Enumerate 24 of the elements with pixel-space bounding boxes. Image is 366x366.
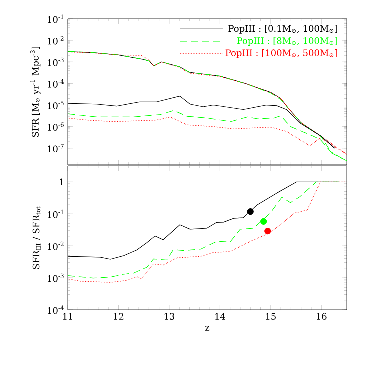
y-axis-title: SFR [M$_{⊙}$ yr$^{-1}$ Mpc$^{-3}$] (30, 46, 41, 138)
y-tick-label: 10$^{-1}$ (48, 14, 64, 24)
legend-label: PopIII : [0.1M$_{⊙}$, 100M$_{⊙}$] (228, 25, 338, 34)
x-axis-title: z (205, 326, 210, 331)
y-tick-label: 10$^{-7}$ (48, 144, 64, 153)
x-tick-label: 14 (216, 313, 226, 320)
legend-label: PopIII : [100M$_{⊙}$, 500M$_{⊙}$] (226, 49, 338, 58)
y-tick-label: 10$^{-3}$ (48, 58, 64, 66)
y-tick-label: 10$^{-2}$ (48, 242, 64, 250)
x-tick-label: 15 (266, 313, 276, 320)
y-tick-label: 10$^{-3}$ (48, 274, 64, 282)
y-tick-label: 10$^{-5}$ (48, 101, 64, 110)
y-axis-title: SFR$_{III}$ / SFR$_{tot}$ (32, 206, 41, 270)
legend-label: PopIII : [8M$_{⊙}$, 100M$_{⊙}$] (237, 37, 338, 46)
x-tick-label: 12 (114, 313, 124, 320)
x-tick-label: 11 (63, 313, 72, 320)
y-tick-label: 10$^{-4}$ (48, 79, 64, 88)
x-tick-label: 16 (317, 313, 327, 320)
y-tick-label: 10$^{-1}$ (48, 210, 64, 218)
x-tick-label: 13 (164, 313, 175, 320)
y-tick-label: 1 (60, 178, 64, 186)
y-tick-label: 10$^{-6}$ (48, 122, 64, 132)
y-tick-label: 10$^{-2}$ (48, 36, 64, 45)
y-tick-label: 10$^{-4}$ (48, 306, 64, 314)
